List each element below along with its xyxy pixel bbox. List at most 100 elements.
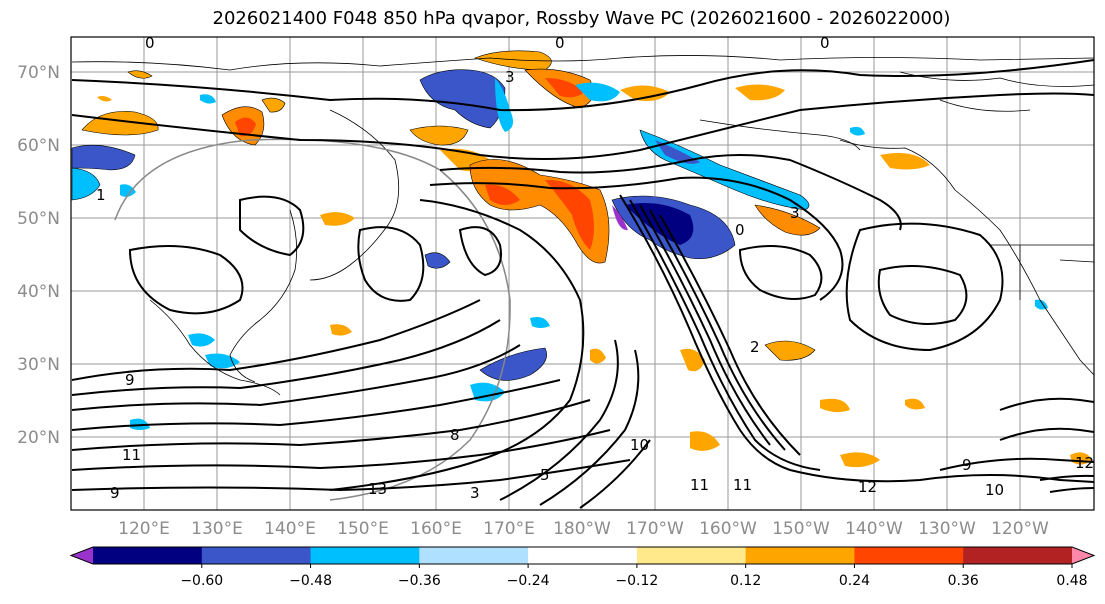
fill-positive-blob: [764, 340, 816, 361]
contour-label: 3: [505, 68, 515, 86]
colorbar-tick-label: −0.60: [180, 573, 223, 589]
bering-coastline: [699, 119, 861, 151]
lon-label: 130°W: [918, 519, 976, 539]
fill-negative-blob: [495, 78, 514, 132]
sakhalin-japan-coastline: [229, 209, 298, 383]
canada-borders: [899, 71, 1095, 112]
contour-label: 12: [1075, 454, 1094, 472]
fill-positive-blob: [261, 97, 286, 113]
kamchatka-coastline: [309, 109, 400, 281]
contour-label: 8: [450, 426, 460, 444]
fill-negative-blob: [655, 140, 700, 164]
fill-positive-core: [485, 184, 520, 205]
contour-label: 9: [125, 371, 135, 389]
contour-label: 11: [122, 446, 141, 464]
fill-positive-blob: [820, 398, 850, 413]
lat-label: 40°N: [17, 282, 60, 302]
arctic-coastline: [71, 55, 1095, 71]
contour-label: 5: [540, 466, 550, 484]
lon-label: 170°W: [626, 519, 684, 539]
contour-label: 0: [820, 34, 830, 52]
fill-positive-blob: [81, 111, 159, 136]
colorbar-tick-label: 0.48: [1056, 573, 1087, 589]
latitude-labels: 70°N 60°N 50°N 40°N 30°N 20°N: [17, 63, 60, 448]
fill-positive-blob: [840, 452, 880, 468]
fill-negative-blob: [530, 317, 550, 328]
lat-label: 30°N: [17, 355, 60, 375]
fill-positive-blob: [880, 152, 930, 170]
fill-positive-blob: [474, 50, 552, 71]
fill-positive-blob: [320, 212, 355, 226]
lon-label: 120°W: [991, 519, 1049, 539]
lon-label: 150°W: [772, 519, 830, 539]
colorbar: −0.60 −0.48 −0.36 −0.24 −0.12 0.12 0.24 0.36 0.4…: [69, 546, 1096, 589]
colorbar-segment: [854, 547, 964, 564]
contour-label: 10: [985, 481, 1004, 499]
fill-positive-blob: [620, 85, 670, 101]
colorbar-segment: [310, 547, 420, 564]
lat-label: 70°N: [17, 63, 60, 83]
fill-positive-blob: [409, 125, 469, 146]
fill-negative-blob: [479, 347, 547, 381]
contour-label: 9: [110, 484, 120, 502]
state-borders: [990, 244, 1095, 300]
lon-label: 160°E: [410, 519, 462, 539]
contour-label: 0: [735, 221, 745, 239]
fill-positive-blob: [905, 398, 925, 410]
korea-coastline: [149, 299, 281, 396]
lon-label: 130°E: [191, 519, 243, 539]
contour-label: 10: [630, 436, 649, 454]
fill-negative-extreme: [612, 205, 628, 231]
lon-label: 120°E: [118, 519, 170, 539]
contour-label: 2: [750, 338, 760, 356]
colorbar-tick-label: −0.36: [398, 573, 441, 589]
fill-negative-core: [625, 202, 694, 245]
colorbar-tick-label: −0.12: [615, 573, 658, 589]
fill-positive-core: [235, 117, 256, 137]
lon-label: 170°E: [483, 519, 535, 539]
contour-label: 12: [858, 478, 877, 496]
lon-label: 180°W: [553, 519, 611, 539]
colorbar-segment: [636, 547, 747, 564]
contour-label: 3: [790, 204, 800, 222]
colorbar-segment: [963, 547, 1073, 564]
fill-negative-blob: [188, 333, 215, 347]
lat-label: 20°N: [17, 428, 60, 448]
fill-positive-blob: [127, 70, 153, 79]
colorbar-segment: [93, 547, 203, 564]
fill-positive-core: [545, 179, 594, 250]
colorbar-tick-label: 0.24: [839, 573, 870, 589]
colorbar-tick-label: −0.48: [289, 573, 332, 589]
colorbar-segment: [528, 547, 638, 564]
fill-positive-blob: [97, 96, 112, 102]
fill-positive-core: [545, 78, 584, 98]
fill-negative-blob: [205, 353, 240, 369]
contour-label: 0: [555, 34, 565, 52]
contour-label: 11: [690, 476, 709, 494]
fill-positive-blob: [590, 348, 606, 364]
lon-label: 150°E: [337, 519, 389, 539]
colorbar-segment: [201, 547, 312, 564]
fill-negative-blob: [200, 94, 216, 104]
fill-negative-blob: [71, 167, 101, 201]
colorbar-extend-low: [71, 547, 93, 564]
coastlines: [71, 55, 1095, 396]
contour-label: 9: [962, 456, 972, 474]
lat-label: 50°N: [17, 209, 60, 229]
contour-label: 11: [733, 476, 752, 494]
fill-negative-blob: [424, 252, 451, 269]
fill-positive-blob: [690, 431, 720, 451]
colorbar-segment: [745, 547, 855, 564]
contour-label: 1: [96, 186, 106, 204]
fill-positive-blob: [735, 84, 785, 101]
lat-label: 60°N: [17, 136, 60, 156]
fill-positive-blob: [754, 204, 821, 236]
colorbar-tick-label: −0.24: [507, 573, 550, 589]
colorbar-outline: [69, 546, 1096, 565]
colorbar-segment: [419, 547, 529, 564]
contour-label: 3: [470, 484, 480, 502]
map-title: 2026021400 F048 850 hPa qvapor, Rossby W…: [212, 8, 951, 29]
fill-negative-blob: [575, 82, 620, 102]
lon-label: 140°W: [845, 519, 903, 539]
